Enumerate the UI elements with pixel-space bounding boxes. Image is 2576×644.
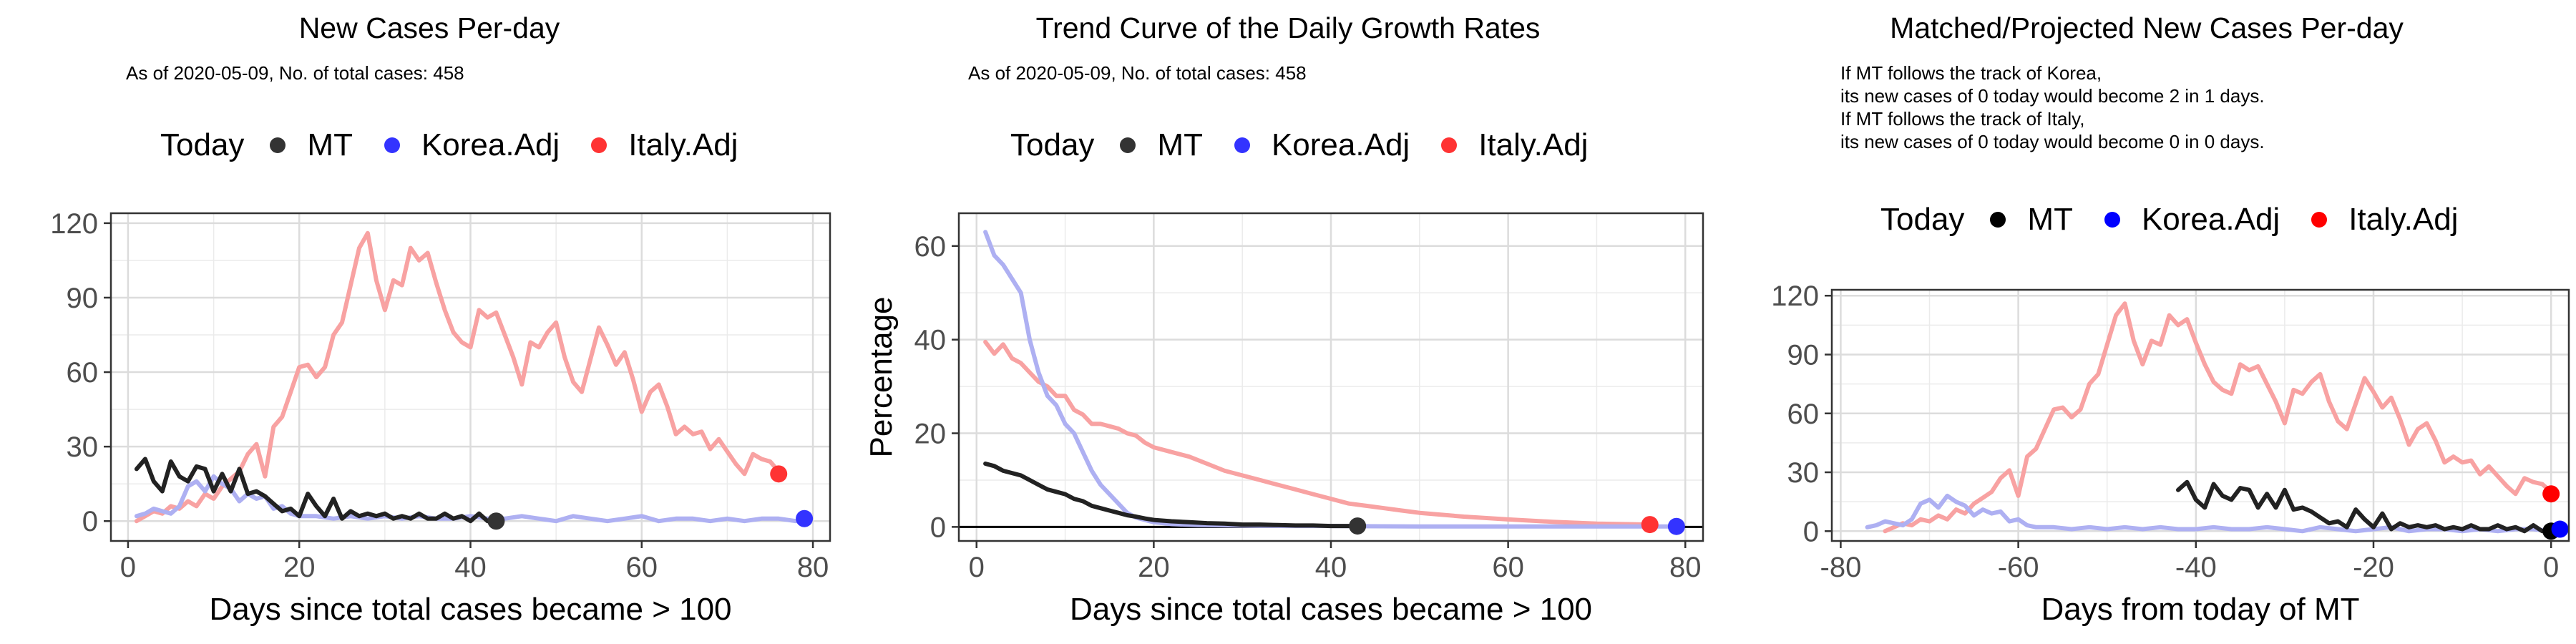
legend-item-italy: Italy.Adj: [591, 127, 738, 163]
x-tick-label: 40: [1315, 552, 1347, 583]
today-point-italy-adj: [770, 465, 788, 483]
today-point-italy-adj: [2542, 485, 2560, 503]
x-tick-label: 0: [2543, 552, 2559, 583]
x-axis-label: Days since total cases became > 100: [209, 592, 731, 627]
plot-area: 0 20 40 60 80 0 30 60 90 120 Days since total case…: [50, 208, 831, 627]
legend-dot-korea: [2104, 212, 2120, 228]
plot-border: [1830, 288, 2570, 542]
x-tick-label: 0: [969, 552, 985, 583]
y-tick-label: 120: [1771, 280, 1819, 312]
legend-label-italy: Italy.Adj: [1478, 127, 1589, 162]
legend-item-mt: MT: [270, 127, 353, 163]
legend-item-mt: MT: [1120, 127, 1203, 163]
y-tick-label: 30: [67, 431, 99, 463]
legend-label-mt: MT: [307, 127, 353, 162]
x-tick-label: 60: [626, 552, 658, 583]
legend-label-italy: Italy.Adj: [628, 127, 738, 162]
legend-dot-korea: [1234, 137, 1250, 153]
x-tick-label: -20: [2353, 552, 2394, 583]
legend-dot-mt: [1990, 212, 2006, 228]
today-point-korea-adj: [796, 509, 814, 527]
x-tick-label: 20: [1138, 552, 1170, 583]
plot-area: -80 -60 -40 -20 0 0 30 60 90 120 Days from today o…: [1771, 280, 2570, 627]
legend: Today MT Korea.Adj Italy.Adj: [1880, 202, 2489, 238]
legend-label-mt: MT: [1157, 127, 1203, 162]
y-axis-label: Percentage: [864, 296, 899, 457]
x-tick-label: -60: [1998, 552, 2039, 583]
plot-area: 0 20 40 60 80 0 20 40 60 Days since total cases b…: [864, 212, 1704, 627]
legend-dot-italy: [2311, 212, 2328, 228]
x-tick-label: 0: [120, 552, 136, 583]
y-tick-label: 120: [50, 208, 98, 240]
x-tick-label: -80: [1820, 552, 1862, 583]
y-tick-label: 60: [67, 357, 99, 389]
legend: Today MT Korea.Adj Italy.Adj: [1010, 127, 1619, 163]
y-tick-label: 0: [82, 506, 98, 537]
chart-title: New Cases Per-day: [298, 11, 560, 44]
today-point-korea-adj: [1667, 517, 1685, 535]
subtitle-line: its new cases of 0 today would become 2 …: [1840, 85, 2265, 107]
y-tick-label: 0: [1803, 516, 1819, 547]
chart-subtitle: As of 2020-05-09, No. of total cases: 45…: [126, 62, 464, 84]
series-line-italy-adj: [134, 230, 781, 524]
y-tick-label: 0: [930, 512, 946, 543]
chart-title: Trend Curve of the Daily Growth Rates: [1035, 11, 1541, 44]
subtitle-line: If MT follows the track of Korea,: [1840, 62, 2102, 84]
legend-item-mt: MT: [1990, 202, 2073, 238]
subtitle-line: If MT follows the track of Italy,: [1840, 108, 2085, 130]
series-line-mt: [2176, 479, 2554, 534]
y-tick-label: 60: [1787, 399, 1820, 430]
y-tick-label: 20: [914, 419, 947, 450]
today-point-mt: [487, 512, 505, 530]
legend-dot-korea: [384, 137, 400, 153]
y-tick-label: 30: [1787, 457, 1820, 489]
legend-dot-mt: [270, 137, 286, 153]
subtitle-line: its new cases of 0 today would become 0 …: [1840, 131, 2265, 152]
legend-label-italy: Italy.Adj: [2348, 202, 2459, 237]
legend-dot-mt: [1120, 137, 1136, 153]
chart-subtitle: As of 2020-05-09, No. of total cases: 45…: [968, 62, 1307, 84]
legend-dot-italy: [591, 137, 608, 153]
legend-title: Today: [1010, 127, 1095, 162]
series-line-mt: [983, 462, 1360, 529]
legend: Today MT Korea.Adj Italy.Adj: [160, 127, 769, 163]
x-tick-label: 80: [797, 552, 829, 583]
chart-title: Matched/Projected New Cases Per-day: [1890, 11, 2404, 44]
x-tick-label: 80: [1669, 552, 1702, 583]
y-tick-label: 40: [914, 325, 947, 356]
legend-item-italy: Italy.Adj: [1441, 127, 1588, 163]
x-tick-label: 60: [1492, 552, 1524, 583]
legend-item-korea: Korea.Adj: [384, 127, 560, 163]
panel-new-cases: New Cases Per-day As of 2020-05-09, No. …: [0, 0, 859, 644]
x-axis-label: Days since total cases became > 100: [1070, 592, 1592, 627]
legend-item-italy: Italy.Adj: [2311, 202, 2458, 238]
legend-title: Today: [160, 127, 245, 162]
legend-label-korea: Korea.Adj: [421, 127, 560, 162]
y-tick-label: 90: [1787, 339, 1820, 371]
legend-label-korea: Korea.Adj: [2141, 202, 2280, 237]
legend-label-mt: MT: [2027, 202, 2073, 237]
today-point-mt: [1349, 517, 1367, 535]
legend-item-korea: Korea.Adj: [2104, 202, 2280, 238]
x-axis-label: Days from today of MT: [2041, 592, 2359, 627]
legend-title: Today: [1880, 202, 1965, 237]
legend-dot-italy: [1441, 137, 1458, 153]
x-tick-label: 40: [454, 552, 487, 583]
panel-matched-projected: Matched/Projected New Cases Per-day If M…: [1717, 0, 2576, 644]
series-line-italy-adj: [1883, 301, 2554, 534]
today-point-italy-adj: [1641, 516, 1659, 534]
chart-subtitle: If MT follows the track of Korea, its ne…: [1840, 62, 2265, 153]
series-line-korea-adj: [1865, 493, 2562, 534]
legend-label-korea: Korea.Adj: [1271, 127, 1410, 162]
y-tick-label: 60: [914, 231, 947, 263]
x-tick-label: 20: [283, 552, 316, 583]
today-point-korea-adj: [2551, 520, 2569, 538]
y-tick-label: 90: [67, 283, 99, 314]
panel-growth-rates: Trend Curve of the Daily Growth Rates As…: [859, 0, 1717, 644]
x-tick-label: -40: [2175, 552, 2217, 583]
series-line-mt: [134, 457, 499, 524]
legend-item-korea: Korea.Adj: [1234, 127, 1410, 163]
